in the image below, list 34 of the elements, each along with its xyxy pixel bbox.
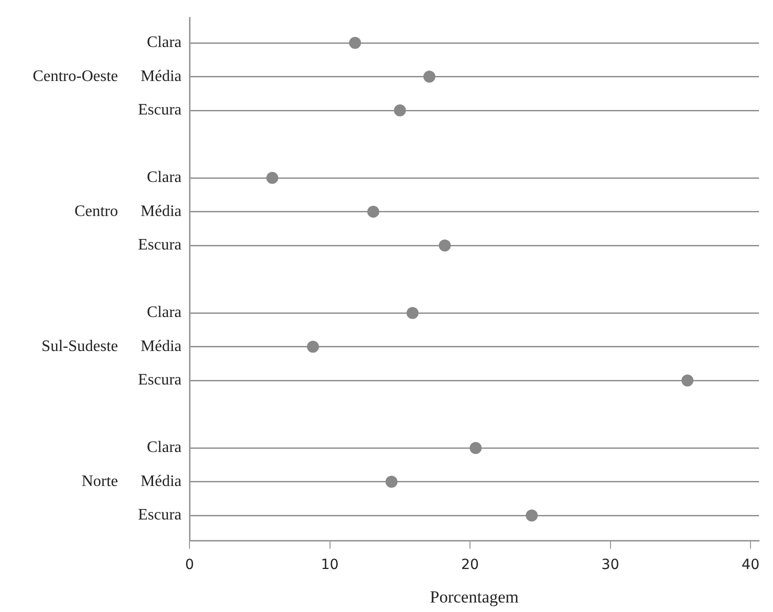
y-tick-label: Clara [146,34,182,52]
point [470,442,482,454]
y-tick-label: Média [140,472,182,490]
point [266,172,278,184]
x-tick-label: 30 [601,556,620,573]
text: Norte [82,472,118,490]
y-tick-label: Clara [146,169,182,186]
y-tick-label: Média [140,338,182,355]
point [386,476,398,488]
y-tick-label: Escura [138,372,182,389]
point [438,239,451,252]
x-axis-title: Porcentagem [430,587,519,606]
point [526,509,538,522]
text: Centro [74,202,118,220]
x-tick-label: 10 [320,556,339,573]
x-tick-label: 20 [461,556,479,573]
text: Centro-Oeste [32,68,118,85]
y-tick-label: Escura [138,236,182,254]
point [681,374,694,386]
y-tick-label: Clara [146,304,182,322]
text: Sul-Sudeste [42,338,118,355]
y-tick-label: Escura [138,102,182,119]
point [394,104,406,116]
y-tick-label: Média [140,68,182,85]
point [406,306,419,319]
x-tick-label: 0 [185,556,194,573]
y-tick-label: Escura [138,506,182,524]
y-tick-label: Clara [146,439,182,456]
point [367,206,380,218]
point [423,70,436,83]
y-tick-label: Média [140,202,182,220]
point [349,36,362,49]
x-tick-label: 40 [742,556,760,573]
point [306,340,319,353]
